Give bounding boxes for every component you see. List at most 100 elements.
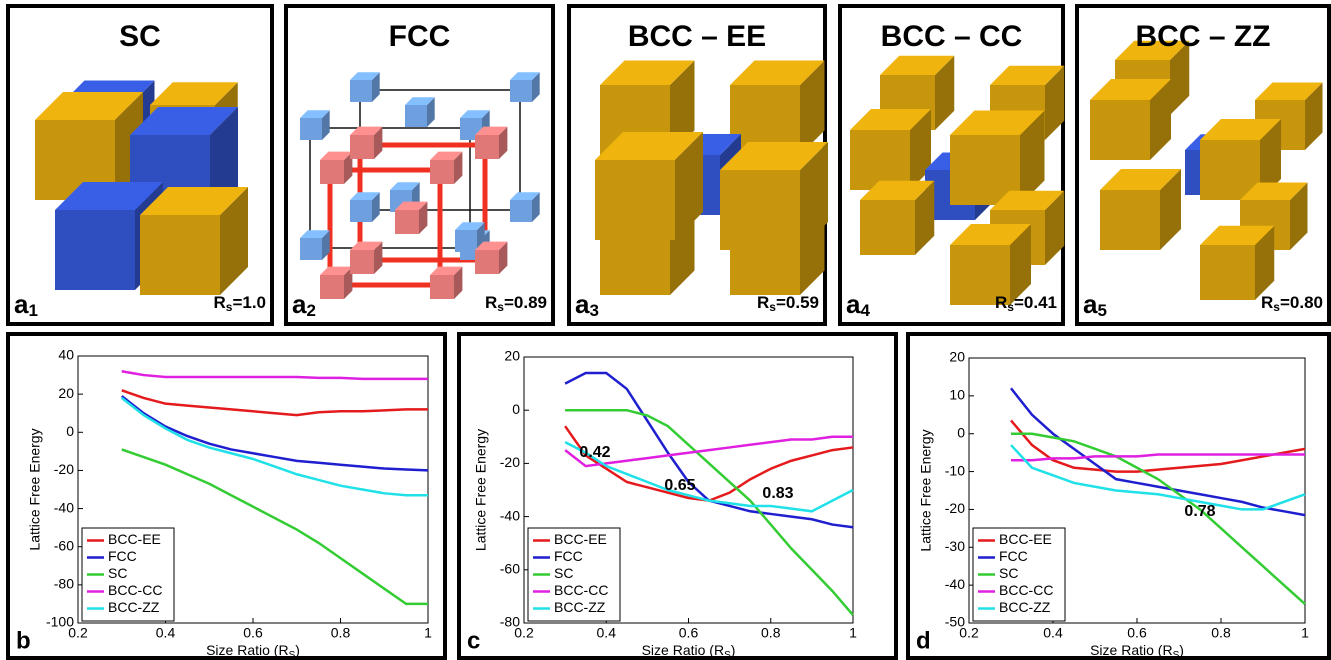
- rs-sub: s: [769, 300, 776, 314]
- cube-side: [220, 187, 248, 295]
- cube-side: [800, 60, 825, 155]
- size-ratio: Rs=0.89: [485, 293, 547, 314]
- cube-top: [320, 151, 353, 160]
- cube-front: [300, 238, 322, 260]
- cube-top: [950, 110, 1045, 135]
- y-tick-label: -100: [46, 614, 74, 630]
- legend-label: BCC-EE: [108, 531, 161, 547]
- panel: BCC – EE a3 Rs=0.59: [567, 4, 828, 326]
- cube-top: [1100, 169, 1181, 190]
- y-tick-label: 10: [949, 387, 965, 403]
- xlabel-sub: S: [724, 650, 731, 660]
- y-tick-label: 20: [949, 349, 965, 365]
- series-line: [1011, 453, 1305, 462]
- cube-top: [140, 187, 248, 215]
- x-tick-label: 0.2: [68, 625, 88, 641]
- cube-front: [405, 105, 427, 127]
- cube-front: [860, 200, 915, 255]
- cube-front: [350, 80, 372, 102]
- x-tick-label: 0.4: [156, 625, 176, 641]
- panel-label: a3: [575, 289, 599, 321]
- cube-side: [1020, 110, 1045, 205]
- cube-front: [510, 200, 532, 222]
- x-tick-label: 0.2: [514, 625, 534, 641]
- cube-front: [350, 200, 372, 222]
- legend-label: BCC-ZZ: [108, 599, 160, 615]
- cube-side: [322, 230, 330, 260]
- cube-front: [320, 160, 344, 184]
- rs-value: =1.0: [232, 293, 266, 312]
- cube-top: [430, 266, 463, 275]
- x-tick-label: 0.4: [1043, 625, 1063, 641]
- cube-side: [1290, 182, 1308, 250]
- cube-side: [1150, 79, 1171, 160]
- cube-top: [850, 109, 931, 130]
- annotation: 0.42: [579, 444, 610, 461]
- panel-title: SC: [119, 20, 161, 53]
- rs-symbol: R: [485, 293, 497, 312]
- cube-top: [430, 151, 463, 160]
- y-axis-label: Lattice Free Energy: [473, 429, 489, 551]
- cube-front: [140, 215, 220, 295]
- cube-top: [35, 92, 143, 120]
- legend-label: BCC-ZZ: [999, 599, 1051, 615]
- cube-top: [300, 110, 330, 118]
- series-line: [1010, 419, 1306, 473]
- panel-label: a5: [1083, 289, 1107, 321]
- x-axis-label: Size Ratio (RS): [206, 642, 300, 660]
- size-ratio: Rs=1.0: [213, 293, 266, 314]
- cube-side: [1010, 224, 1031, 305]
- rs-sub: s: [497, 300, 504, 314]
- y-axis-label: Lattice Free Energy: [918, 429, 934, 551]
- cube-top: [1240, 182, 1308, 200]
- panel-label: c: [467, 627, 480, 654]
- x-tick-label: 0.8: [1211, 625, 1231, 641]
- cube-front: [1090, 100, 1150, 160]
- y-tick-label: -40: [500, 507, 520, 523]
- legend-label: SC: [999, 565, 1018, 581]
- x-axis-label: Size Ratio (RS): [1090, 642, 1184, 660]
- cube-top: [350, 192, 380, 200]
- cube-front: [595, 160, 675, 240]
- annotation: 0.83: [762, 485, 793, 502]
- cube-top: [730, 60, 825, 85]
- cube-top: [350, 126, 383, 135]
- y-tick-label: 0: [957, 424, 965, 440]
- cube-top: [510, 192, 540, 200]
- cube-top: [460, 110, 490, 118]
- legend-label: FCC: [108, 548, 137, 564]
- y-tick-label: 20: [58, 385, 74, 401]
- cube-top: [475, 241, 508, 250]
- y-tick-label: -20: [54, 461, 74, 477]
- legend-label: BCC-EE: [999, 531, 1052, 547]
- cube-side: [322, 110, 330, 140]
- y-tick-label: -20: [500, 454, 520, 470]
- xlabel-end: ): [295, 642, 300, 658]
- rs-sub: s: [1273, 300, 1280, 314]
- cube-front: [455, 230, 477, 252]
- legend-label: SC: [554, 565, 573, 581]
- cube-top: [1255, 82, 1323, 100]
- cube-top: [720, 142, 828, 170]
- panel: SC a1 Rs=1.0: [6, 4, 274, 326]
- cube-front: [430, 160, 454, 184]
- xlabel-main: Size Ratio (R: [642, 642, 724, 658]
- legend-label: BCC-CC: [554, 582, 608, 598]
- rs-symbol: R: [1261, 293, 1273, 312]
- cube-side: [499, 126, 508, 159]
- rs-value: =0.89: [504, 293, 547, 312]
- label-letter: a: [846, 289, 861, 319]
- cube-side: [1045, 65, 1065, 140]
- series-line: [121, 370, 428, 381]
- cube-front: [300, 118, 322, 140]
- y-tick-label: -20: [945, 500, 965, 516]
- rs-symbol: R: [757, 293, 769, 312]
- panel-title: BCC – EE: [628, 20, 766, 53]
- rs-symbol: R: [995, 293, 1007, 312]
- x-tick-label: 0.8: [331, 625, 351, 641]
- y-tick-label: 20: [504, 348, 520, 364]
- legend-label: BCC-CC: [108, 582, 162, 598]
- chart: 0.2 0.4 0.6 0.8 1 -80 -60 -40 -20 0 20 Size Ratio (…: [457, 332, 898, 660]
- rs-symbol: R: [213, 293, 225, 312]
